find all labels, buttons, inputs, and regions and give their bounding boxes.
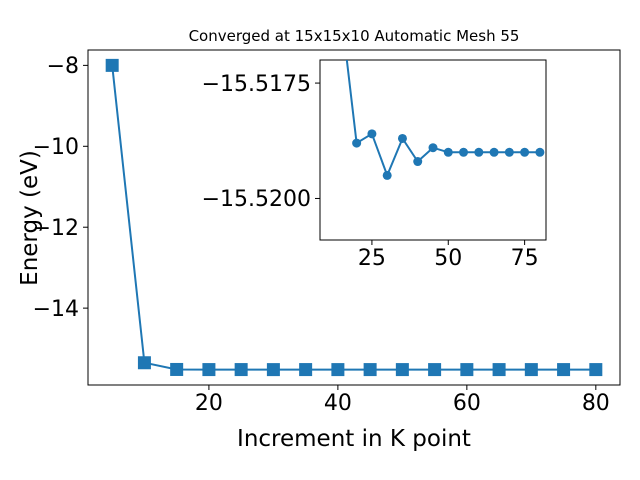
inset-axes-line [345,60,540,179]
main-axes-marker [266,363,280,377]
inset-axes-marker [520,147,530,157]
main-axes-marker [524,363,538,377]
main-axes-marker [331,363,345,377]
main-axes-ytick-label: −12 [33,216,79,241]
inset-axes-ytick-label: −15.5200 [202,187,311,212]
inset-axes-marker [504,147,514,157]
main-axes-marker [492,363,506,377]
main-axes-marker [395,363,409,377]
inset-axes-marker [413,157,423,167]
main-axes-marker [557,363,571,377]
main-axes-marker [589,363,603,377]
inset-axes-ytick-label: −15.5175 [202,72,311,97]
main-axes-ytick-label: −14 [33,297,79,322]
chart-title: Converged at 15x15x10 Automatic Mesh 55 [188,27,520,45]
inset-axes-marker [337,9,346,18]
inset-axes-xtick-label: 50 [434,246,462,271]
main-axes-xtick-label: 60 [453,391,481,416]
inset-axes-marker [474,147,484,157]
main-axes-series [105,58,603,377]
inset-axes-marker [459,147,469,157]
main-axes-marker [363,363,377,377]
inset-axes-marker [443,147,453,157]
inset-axes-marker [535,147,545,157]
main-axes-marker [428,363,442,377]
inset-axes-marker [489,147,499,157]
inset-axes-xtick-label: 25 [358,246,386,271]
inset-axes-marker [382,170,392,180]
main-axes-xtick-label: 40 [324,391,352,416]
inset-axes-marker [352,138,362,148]
inset-axes-series [337,9,545,180]
main-axes-marker [170,362,184,376]
main-axes-ytick-label: −8 [47,54,79,79]
inset-axes-xtick-label: 75 [511,246,539,271]
x-axis-label: Increment in K point [237,426,471,452]
inset-axes: 25 50 75 −15.5175 −15.5200 [202,9,547,271]
main-axes-xtick-label: 80 [582,391,610,416]
main-axes-marker [137,356,151,370]
main-axes-marker [460,363,474,377]
main-axes-marker [202,363,216,377]
main-axes-line [111,65,596,371]
inset-axes-marker [367,129,377,139]
inset-axes-marker [428,143,438,153]
main-axes-xtick-label: 20 [195,391,223,416]
inset-axes-marker [397,133,407,143]
main-axes-marker [299,363,313,377]
main-axes-ytick-label: −10 [33,135,79,160]
main-axes-marker [234,363,248,377]
main-axes-marker [105,58,119,72]
